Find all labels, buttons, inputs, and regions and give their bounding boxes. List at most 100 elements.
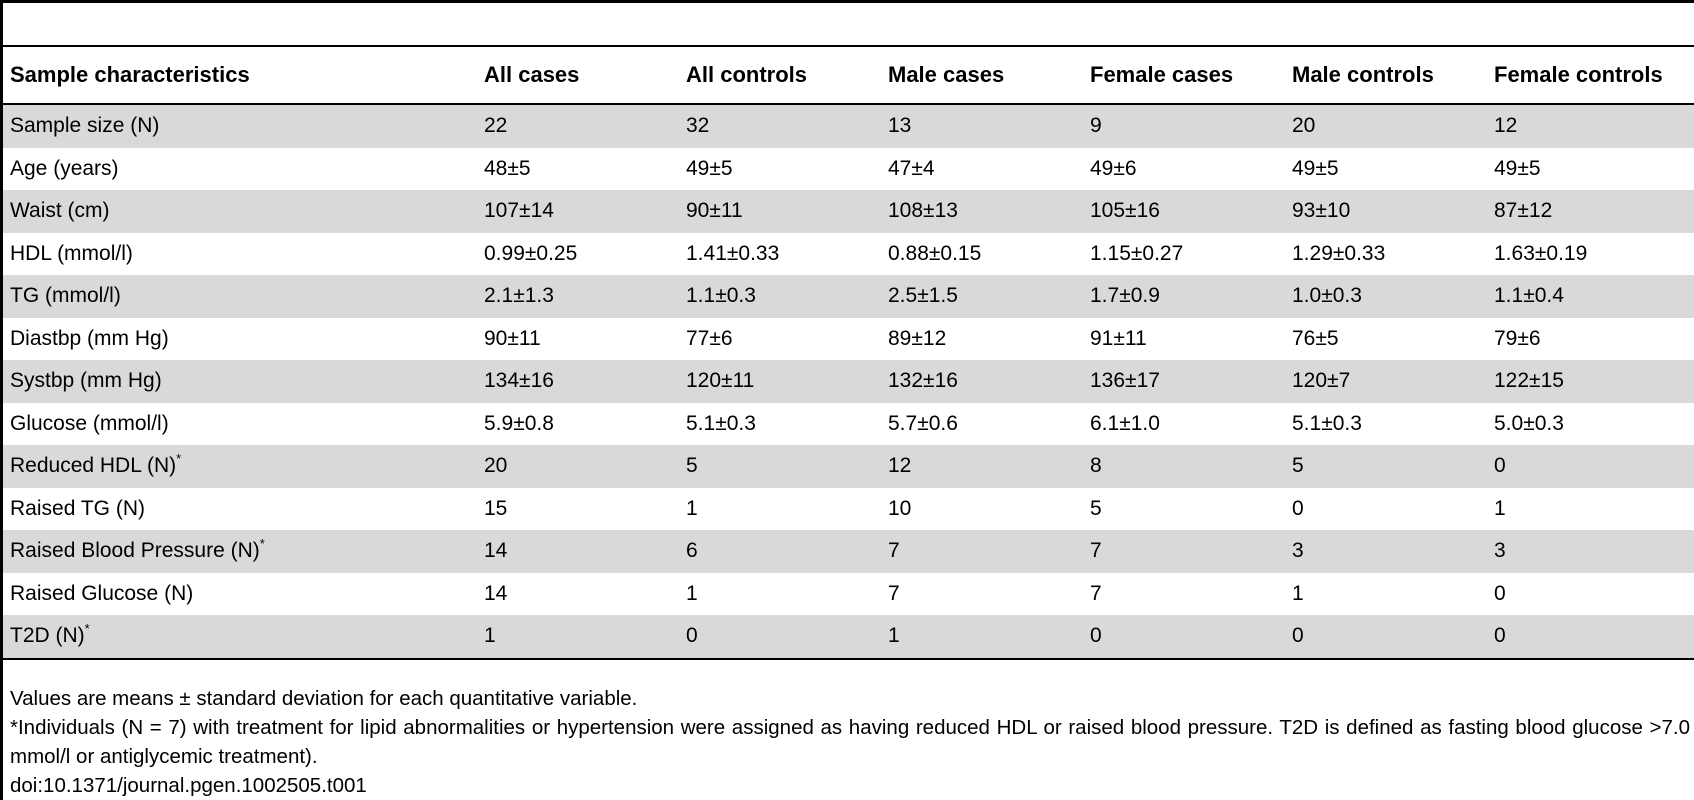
value-cell: 0 — [1494, 624, 1506, 648]
value-cell: 5.1±0.3 — [686, 411, 756, 435]
table-row: HDL (mmol/l) 0.99±0.25 1.41±0.33 0.88±0.15 1… — [3, 233, 1694, 276]
value-cell: 22 — [484, 114, 508, 138]
value-cell: 1.1±0.3 — [686, 284, 756, 308]
value-cell: 134±16 — [484, 369, 554, 393]
column-header-female-controls: Female controls — [1494, 62, 1663, 87]
value-cell: 90±11 — [484, 326, 541, 350]
row-label: Waist (cm) — [10, 199, 110, 223]
column-header-sample-characteristics: Sample characteristics — [10, 62, 250, 87]
value-cell: 1 — [1494, 496, 1506, 520]
doi-reference: doi:10.1371/journal.pgen.1002505.t001 — [10, 774, 367, 797]
row-label: Reduced HDL (N) — [10, 454, 177, 478]
value-cell: 49±5 — [1494, 156, 1541, 180]
value-cell: 0 — [1494, 581, 1506, 605]
value-cell: 14 — [484, 539, 508, 563]
value-cell: 77±6 — [686, 326, 733, 350]
value-cell: 5 — [1090, 496, 1102, 520]
table-footnotes: Values are means ± standard deviation fo… — [10, 684, 1690, 800]
table-row: Raised Glucose (N) 14 1 7 7 1 0 — [3, 573, 1694, 616]
row-label: Raised Glucose (N) — [10, 581, 194, 605]
value-cell: 87±12 — [1494, 199, 1553, 223]
value-cell: 1.1±0.4 — [1494, 284, 1564, 308]
value-cell: 13 — [888, 114, 912, 138]
value-cell: 32 — [686, 114, 710, 138]
value-cell: 0 — [1292, 496, 1304, 520]
footnote-means: Values are means ± standard deviation fo… — [10, 687, 638, 710]
value-cell: 1 — [484, 624, 496, 648]
value-cell: 14 — [484, 581, 508, 605]
header-row: Sample characteristics All cases All con… — [3, 46, 1694, 104]
sample-characteristics-table: Sample characteristics All cases All con… — [3, 45, 1694, 660]
value-cell: 120±11 — [686, 369, 755, 393]
value-cell: 76±5 — [1292, 326, 1339, 350]
row-label-cell: Raised Blood Pressure (N)* — [3, 530, 473, 573]
value-cell: 7 — [1090, 539, 1102, 563]
value-cell: 90±11 — [686, 199, 743, 223]
value-cell: 3 — [1292, 539, 1304, 563]
footnote-marker: * — [84, 621, 90, 637]
value-cell: 93±10 — [1292, 199, 1351, 223]
column-header-male-controls: Male controls — [1292, 62, 1434, 87]
value-cell: 1.15±0.27 — [1090, 241, 1184, 265]
value-cell: 12 — [1494, 114, 1518, 138]
row-label: Glucose (mmol/l) — [10, 411, 169, 435]
footnote-marker: * — [176, 451, 182, 467]
value-cell: 3 — [1494, 539, 1506, 563]
column-header-female-cases: Female cases — [1090, 62, 1234, 87]
value-cell: 1.7±0.9 — [1090, 284, 1160, 308]
value-cell: 47±4 — [888, 156, 935, 180]
table-row: T2D (N)* 1 0 1 0 0 0 — [3, 615, 1694, 659]
value-cell: 5.7±0.6 — [888, 411, 958, 435]
value-cell: 7 — [888, 539, 900, 563]
value-cell: 8 — [1090, 454, 1102, 478]
row-label: Raised Blood Pressure (N) — [10, 539, 260, 563]
value-cell: 136±17 — [1090, 369, 1160, 393]
left-border-rule — [0, 0, 3, 800]
value-cell: 0 — [1494, 454, 1506, 478]
row-label: Sample size (N) — [10, 114, 160, 138]
value-cell: 5 — [686, 454, 698, 478]
value-cell: 1 — [686, 581, 698, 605]
value-cell: 49±5 — [1292, 156, 1339, 180]
table-row: TG (mmol/l) 2.1±1.3 1.1±0.3 2.5±1.5 1.7±0.9 1… — [3, 275, 1694, 318]
value-cell: 89±12 — [888, 326, 947, 350]
row-label: Diastbp (mm Hg) — [10, 326, 169, 350]
table-row: Raised Blood Pressure (N)* 14 6 7 7 3 3 — [3, 530, 1694, 573]
value-cell: 0 — [1292, 624, 1304, 648]
row-label: TG (mmol/l) — [10, 284, 121, 308]
row-label-cell: Glucose (mmol/l) — [3, 403, 473, 446]
top-border-rule — [3, 0, 1694, 3]
value-cell: 5.1±0.3 — [1292, 411, 1362, 435]
value-cell: 107±14 — [484, 199, 554, 223]
value-cell: 48±5 — [484, 156, 531, 180]
column-header-all-controls: All controls — [686, 62, 808, 87]
value-cell: 1.63±0.19 — [1494, 241, 1588, 265]
row-label-cell: Raised Glucose (N) — [3, 573, 473, 616]
value-cell: 9 — [1090, 114, 1102, 138]
value-cell: 1.29±0.33 — [1292, 241, 1386, 265]
value-cell: 5.9±0.8 — [484, 411, 554, 435]
row-label-cell: Waist (cm) — [3, 190, 473, 233]
value-cell: 0 — [1090, 624, 1102, 648]
table-container: Sample characteristics All cases All con… — [3, 45, 1694, 660]
value-cell: 1.41±0.33 — [686, 241, 780, 265]
footnote-marker: * — [259, 536, 265, 552]
value-cell: 49±5 — [686, 156, 733, 180]
row-label-cell: Systbp (mm Hg) — [3, 360, 473, 403]
value-cell: 5 — [1292, 454, 1304, 478]
row-label-cell: Age (years) — [3, 148, 473, 191]
value-cell: 7 — [1090, 581, 1102, 605]
table-header: Sample characteristics All cases All con… — [3, 46, 1694, 104]
table-row: Reduced HDL (N)* 20 5 12 8 5 0 — [3, 445, 1694, 488]
value-cell: 105±16 — [1090, 199, 1160, 223]
table-body: Sample size (N) 22 32 13 9 20 12 Age (years) 48±… — [3, 104, 1694, 659]
value-cell: 2.1±1.3 — [484, 284, 554, 308]
value-cell: 1 — [888, 624, 900, 648]
value-cell: 6 — [686, 539, 698, 563]
value-cell: 91±11 — [1090, 326, 1147, 350]
row-label: Systbp (mm Hg) — [10, 369, 162, 393]
value-cell: 5.0±0.3 — [1494, 411, 1564, 435]
table-row: Age (years) 48±5 49±5 47±4 49±6 49±5 49±5 — [3, 148, 1694, 191]
value-cell: 122±15 — [1494, 369, 1564, 393]
value-cell: 0 — [686, 624, 698, 648]
